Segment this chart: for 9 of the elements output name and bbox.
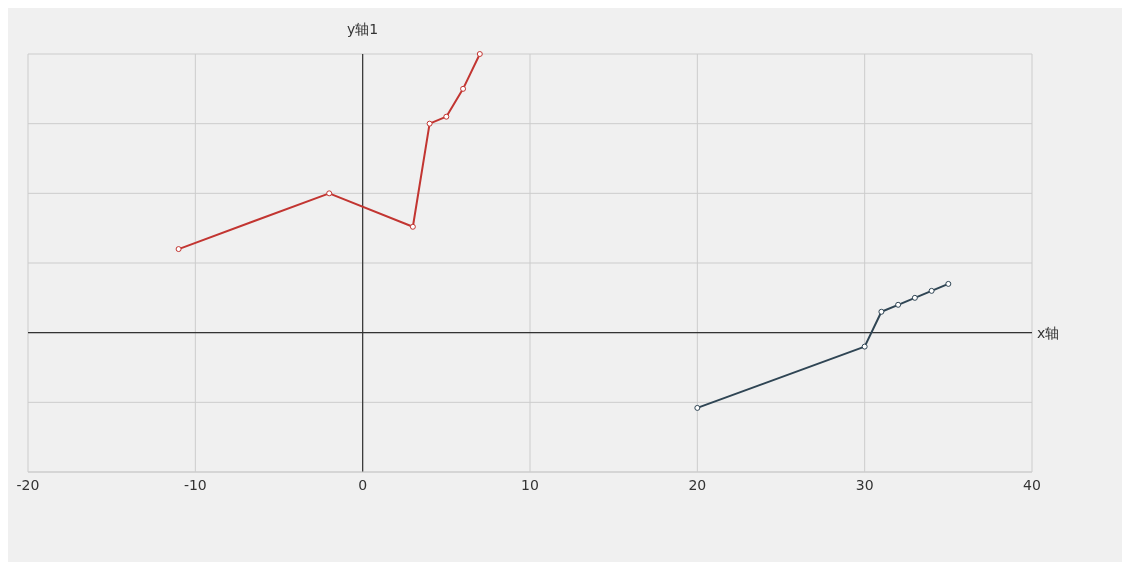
- x-tick-label: 40: [1023, 476, 1041, 493]
- x-tick-label: 0: [358, 476, 368, 493]
- x-tick-label: 30: [855, 476, 874, 493]
- x-tick-label: -10: [183, 476, 207, 493]
- y-axis-title: y轴1: [347, 21, 379, 37]
- x-axis-title: x轴: [1037, 324, 1060, 341]
- x-tick-label: 20: [688, 476, 707, 493]
- x-tick-label: 10: [521, 476, 539, 493]
- x-tick-label: -20: [16, 476, 40, 493]
